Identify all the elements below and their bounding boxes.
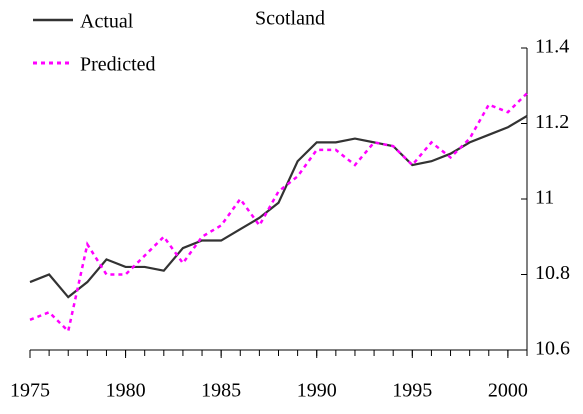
y-tick-label: 10.8 bbox=[535, 262, 570, 284]
x-tick-label: 1980 bbox=[106, 380, 146, 402]
y-tick-label: 11 bbox=[535, 187, 554, 209]
series-line bbox=[29, 92, 528, 334]
x-tick-label: 1995 bbox=[392, 380, 432, 402]
y-tick-label: 10.6 bbox=[535, 338, 570, 360]
legend-label: Actual bbox=[80, 11, 134, 33]
series-line bbox=[29, 115, 528, 299]
x-tick-label: 1985 bbox=[201, 380, 241, 402]
x-tick-label: 1975 bbox=[10, 380, 50, 402]
x-tick-label: 2000 bbox=[488, 380, 528, 402]
x-tick-label: 1990 bbox=[297, 380, 337, 402]
y-tick-label: 11.4 bbox=[535, 36, 569, 58]
y-tick-label: 11.2 bbox=[535, 111, 569, 133]
chart-title: Scotland bbox=[255, 8, 325, 30]
legend-label: Predicted bbox=[80, 54, 156, 76]
